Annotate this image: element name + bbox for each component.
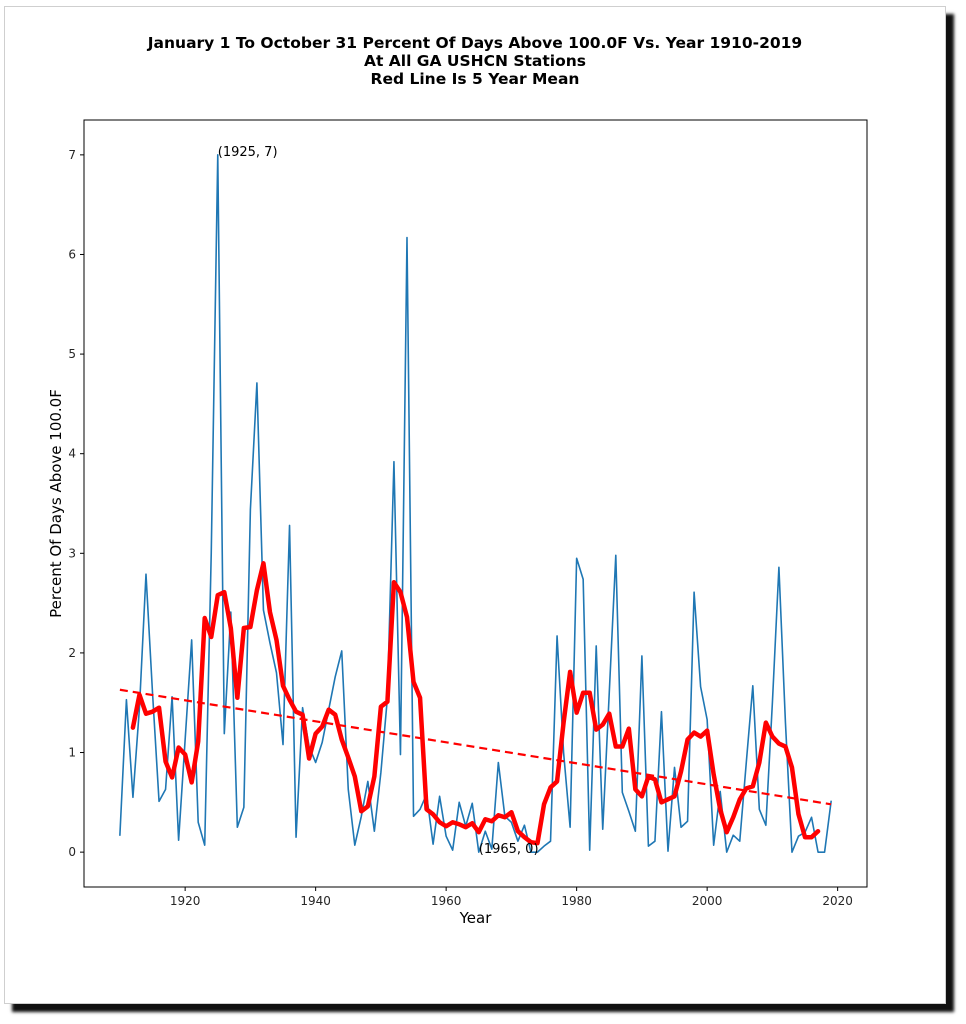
y-tick-label: 0 (68, 845, 76, 859)
chart-title: January 1 To October 31 Percent Of Days … (147, 34, 803, 52)
x-tick-label: 1940 (300, 894, 331, 908)
x-tick-label: 1960 (431, 894, 462, 908)
y-axis-ticks: 0 1 2 3 4 5 6 7 (68, 148, 84, 859)
y-tick-label: 6 (68, 247, 76, 261)
annual-series-line (119, 154, 832, 853)
y-tick-label: 7 (68, 148, 76, 162)
chart-subtitle-1: At All GA USHCN Stations (363, 52, 587, 70)
x-tick-label: 1980 (561, 894, 592, 908)
plot-area (119, 154, 832, 853)
x-axis-label: Year (459, 909, 493, 927)
figure-card (4, 6, 946, 1004)
y-tick-label: 1 (68, 746, 76, 760)
five-year-mean-line (130, 561, 821, 846)
y-axis-label: Percent Of Days Above 100.0F (47, 389, 65, 618)
y-tick-label: 3 (68, 546, 76, 560)
y-tick-label: 5 (68, 347, 76, 361)
annotations: (1925, 7) (1965, 0) (218, 145, 539, 857)
x-axis-ticks: 1920 1940 1960 1980 2000 2020 (170, 887, 853, 908)
chart-title-block: January 1 To October 31 Percent Of Days … (0, 34, 950, 88)
y-tick-label: 2 (68, 646, 76, 660)
axes-frame (83, 119, 868, 888)
chart-subtitle-2: Red Line Is 5 Year Mean (370, 70, 580, 88)
x-tick-label: 2000 (692, 894, 723, 908)
y-tick-label: 4 (68, 447, 76, 461)
trend-line (119, 688, 832, 806)
point-annotation: (1925, 7) (218, 145, 278, 160)
x-tick-label: 2020 (822, 894, 853, 908)
x-tick-label: 1920 (170, 894, 201, 908)
point-annotation: (1965, 0) (479, 842, 539, 857)
